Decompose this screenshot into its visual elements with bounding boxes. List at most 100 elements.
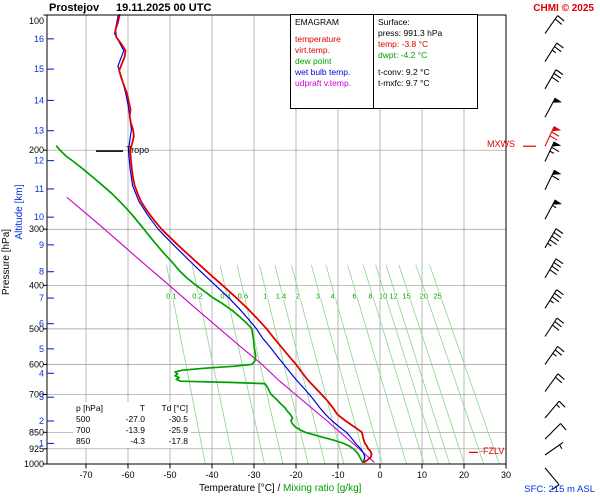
legend-items: temperature virt.temp. dew point wet bulb t… — [295, 34, 369, 89]
svg-text:-70: -70 — [79, 470, 92, 480]
legend-item: virt.temp. — [295, 45, 330, 55]
svg-text:8: 8 — [368, 292, 372, 301]
surface-title: Surface: — [378, 17, 410, 27]
series-temperature — [114, 14, 373, 464]
svg-text:4: 4 — [39, 368, 44, 378]
svg-text:12: 12 — [389, 292, 397, 301]
legend-title: EMAGRAM — [295, 17, 339, 27]
svg-text:0: 0 — [377, 470, 382, 480]
svg-text:15: 15 — [34, 64, 44, 74]
table-cell: -13.9 — [125, 425, 145, 435]
svg-text:10: 10 — [379, 292, 387, 301]
svg-text:6: 6 — [352, 292, 356, 301]
svg-text:-40: -40 — [205, 470, 218, 480]
surface-row: dwpt: -4.2 °C — [378, 50, 428, 60]
pressure-axis-label: Pressure [hPa] — [1, 229, 12, 295]
surface-row: press: 991.3 hPa — [378, 28, 443, 38]
table-header: Td [°C] — [161, 403, 188, 413]
svg-text:30: 30 — [501, 470, 511, 480]
svg-text:925: 925 — [29, 444, 44, 454]
svg-text:1000: 1000 — [24, 459, 44, 469]
sounding-datetime: 19.11.2025 00 UTC — [116, 2, 212, 14]
table-cell: -27.0 — [125, 414, 145, 424]
x-axis-title: Temperature [°C] / Mixing ratio [g/kg] — [199, 483, 361, 494]
svg-text:700: 700 — [29, 389, 44, 399]
table-header: p [hPa] — [76, 403, 103, 413]
temperature-axis-label: Temperature [°C] — [199, 483, 275, 494]
svg-text:6: 6 — [39, 319, 44, 329]
svg-text:15: 15 — [402, 292, 410, 301]
surface-row: t-mxfc: 9.7 °C — [378, 78, 430, 88]
svg-text:7: 7 — [39, 293, 44, 303]
svg-text:2: 2 — [296, 292, 300, 301]
levels-table: p [hPa] T Td [°C] 500 -27.0 -30.5 700 -13.9 -25.… — [73, 402, 191, 448]
svg-text:200: 200 — [29, 145, 44, 155]
surface-row: t-conv: 9.2 °C — [378, 67, 430, 77]
axis-ticks: 1002003004005006007008509251000123456789… — [24, 14, 511, 480]
svg-text:-20: -20 — [289, 470, 302, 480]
svg-text:850: 850 — [29, 427, 44, 437]
copyright-label: CHMI © 2025 — [533, 3, 594, 14]
svg-text:1: 1 — [263, 292, 267, 301]
svg-text:0.2: 0.2 — [192, 292, 202, 301]
svg-text:3: 3 — [316, 292, 320, 301]
table-cell: -25.9 — [168, 425, 188, 435]
svg-text:12: 12 — [34, 156, 44, 166]
series-udpraft-v-temp- — [66, 196, 375, 463]
svg-text:10: 10 — [417, 470, 427, 480]
svg-text:100: 100 — [29, 16, 44, 26]
surface-row: temp: -3.8 °C — [378, 39, 429, 49]
freezing-level-label: -FZLV — [480, 446, 505, 456]
svg-text:600: 600 — [29, 359, 44, 369]
legend-item: wet bulb temp. — [295, 67, 351, 77]
mixing-ratio-lines: 0.1 0.2 0.4 0.6 1 1.4 2 3 4 6 8 10 12 15 20 25 — [165, 264, 500, 465]
tropopause-label: Tropo — [126, 145, 150, 155]
svg-text:0.6: 0.6 — [238, 292, 248, 301]
svg-text:-10: -10 — [331, 470, 344, 480]
svg-text:500: 500 — [29, 324, 44, 334]
legend-item: dew point — [295, 56, 332, 66]
sounding-curves — [55, 14, 375, 464]
table-cell: -30.5 — [168, 414, 188, 424]
table-header: T — [139, 403, 145, 413]
station-name: Prostejov — [49, 2, 100, 14]
svg-text:1: 1 — [39, 438, 44, 448]
svg-text:-30: -30 — [247, 470, 260, 480]
svg-text:5: 5 — [39, 344, 44, 354]
table-cell: 850 — [76, 436, 91, 446]
table-cell: -4.3 — [130, 436, 145, 446]
surface-box: Surface: press: 991.3 hPa temp: -3.8 °C dw… — [373, 14, 478, 109]
plot-border — [46, 14, 507, 465]
svg-text:3: 3 — [39, 392, 44, 402]
svg-text:1.4: 1.4 — [276, 292, 286, 301]
svg-text:4: 4 — [331, 292, 335, 301]
surface-elevation-label: SFC: 215 m ASL — [524, 484, 595, 495]
table-cell: -17.8 — [168, 436, 188, 446]
axis-label-separator: / — [277, 483, 281, 494]
series-dew-point — [55, 145, 364, 464]
svg-text:-50: -50 — [163, 470, 176, 480]
table-cell: 700 — [76, 425, 91, 435]
grid-lines — [47, 15, 506, 464]
svg-text:2: 2 — [39, 416, 44, 426]
table-cell: 500 — [76, 414, 91, 424]
svg-text:20: 20 — [459, 470, 469, 480]
svg-text:14: 14 — [34, 95, 44, 105]
svg-text:10: 10 — [34, 212, 44, 222]
svg-text:-60: -60 — [121, 470, 134, 480]
svg-text:25: 25 — [434, 292, 442, 301]
altitude-axis-label: Altitude [km] — [14, 184, 25, 239]
max-wind-label: MXWS — [487, 139, 515, 149]
svg-text:16: 16 — [34, 34, 44, 44]
svg-text:400: 400 — [29, 280, 44, 290]
mixing-ratio-axis-label: Mixing ratio [g/kg] — [283, 483, 362, 494]
svg-text:0.4: 0.4 — [220, 292, 230, 301]
legend-box: EMAGRAM temperature virt.temp. dew point we… — [290, 14, 374, 109]
svg-text:0.1: 0.1 — [166, 292, 176, 301]
legend-item: udpraft v.temp. — [295, 78, 352, 88]
wind-barbs — [544, 15, 567, 491]
svg-text:9: 9 — [39, 240, 44, 250]
chart-annotations — [96, 145, 536, 453]
